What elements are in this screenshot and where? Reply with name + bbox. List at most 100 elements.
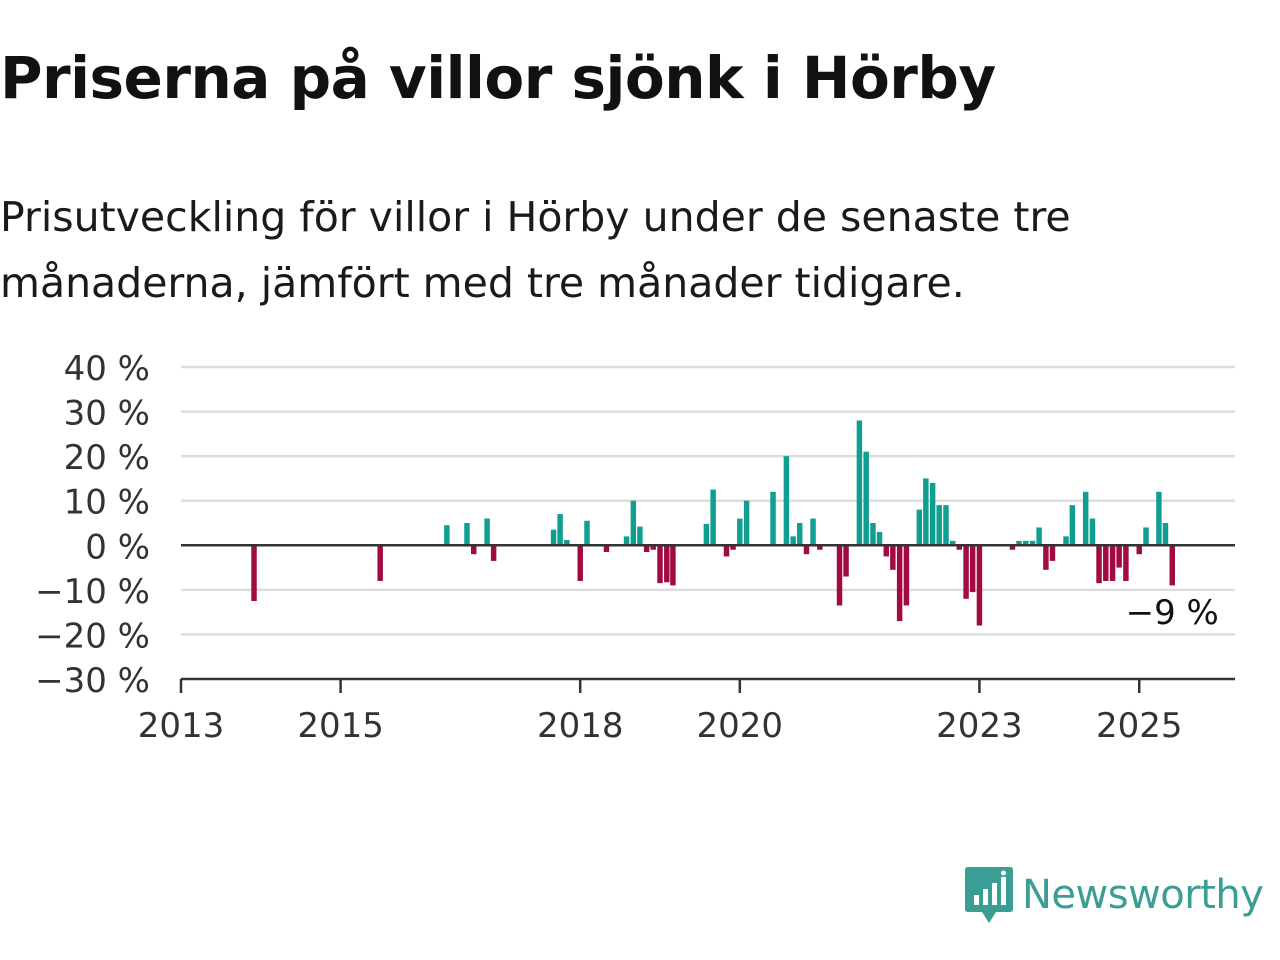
bar [950, 540, 956, 546]
bar [1043, 545, 1049, 570]
bar [1036, 527, 1042, 546]
bar [1143, 527, 1149, 546]
bar [377, 545, 383, 581]
bar [657, 545, 663, 584]
bar [836, 545, 843, 606]
y-tick-label: 40 % [64, 349, 150, 389]
bar [943, 505, 949, 546]
y-tick-label: 0 % [85, 527, 150, 567]
bar [1069, 505, 1076, 546]
bar [471, 545, 477, 555]
bar [464, 523, 470, 546]
bar [623, 536, 630, 546]
bar [863, 451, 869, 546]
bar [670, 545, 676, 586]
bar [723, 545, 730, 557]
bar [1136, 545, 1142, 555]
bars [251, 420, 1175, 626]
bar [1082, 491, 1089, 546]
bar [810, 518, 816, 546]
bar [1116, 545, 1122, 568]
bar [703, 523, 710, 546]
bar [796, 523, 803, 546]
x-tick-label: 2015 [297, 706, 384, 746]
bar [737, 518, 743, 546]
x-axis-ticks: 2013 2015 2018 2020 2023 2025 [138, 679, 1183, 746]
bar [550, 529, 557, 546]
bar [1089, 518, 1096, 546]
bar-chart: 40 %30 %20 %10 %0 %−10 %−20 %−30 % 2013 2… [35, 349, 1235, 746]
bar [1156, 491, 1162, 546]
gridlines [181, 365, 1235, 636]
bar [936, 505, 942, 546]
bar [564, 539, 570, 546]
bar [251, 545, 257, 601]
y-tick-label: 20 % [64, 438, 150, 478]
bar [969, 545, 976, 593]
bar [637, 526, 643, 546]
y-tick-label: −20 % [35, 616, 150, 656]
bar [1103, 545, 1109, 581]
bar [963, 545, 969, 599]
bar [817, 545, 823, 550]
bar [650, 545, 656, 550]
bar [1029, 540, 1036, 546]
bar [1123, 545, 1129, 581]
bar [484, 518, 490, 546]
y-tick-labels: 40 % 30 %20 % 10 %0 % −10 %−20 % −30 % [35, 349, 150, 701]
brand-name: Newsworthy [1022, 872, 1264, 918]
y-tick-label: 10 % [64, 483, 150, 523]
bar [929, 482, 936, 546]
bar [603, 545, 610, 552]
bar [643, 545, 650, 552]
bar [976, 545, 983, 626]
bar [490, 545, 497, 561]
newsworthy-chart-bubble-icon [965, 867, 1013, 923]
bar [444, 525, 450, 546]
x-tick-label: 2020 [697, 706, 784, 746]
bar [916, 509, 923, 546]
x-tick-label: 2023 [936, 706, 1023, 746]
bar [876, 531, 883, 546]
bar [1109, 545, 1116, 581]
y-tick-label: −10 % [35, 572, 150, 612]
bar [730, 545, 736, 550]
bar [577, 545, 583, 581]
bar [664, 545, 670, 583]
bar [1023, 540, 1029, 546]
bar [1096, 545, 1102, 584]
chart-subtitle: Prisutveckling för villor i Hörby under … [0, 193, 1071, 307]
bar [557, 514, 563, 546]
bar [843, 545, 849, 577]
bar [584, 520, 590, 546]
bar [803, 545, 810, 555]
x-tick-label: 2018 [537, 706, 624, 746]
x-tick-label: 2013 [138, 706, 225, 746]
bar [956, 545, 963, 550]
bar [1016, 540, 1022, 546]
bar [896, 545, 903, 622]
bar [743, 500, 750, 546]
bar [790, 536, 796, 546]
bar [630, 500, 637, 546]
bar [770, 491, 776, 546]
bar [870, 523, 876, 546]
bar [1049, 545, 1056, 561]
y-tick-label: −30 % [35, 661, 150, 701]
bar [1162, 523, 1169, 546]
bar [923, 478, 929, 546]
bar [856, 420, 863, 546]
bar [1063, 536, 1069, 546]
bar [783, 456, 790, 546]
bar [890, 545, 896, 570]
chart-title: Priserna på villor sjönk i Hörby [0, 44, 996, 112]
bar [1169, 545, 1175, 586]
bar [710, 489, 716, 546]
bar [903, 545, 910, 606]
newsworthy-logo: Newsworthy [964, 864, 1264, 926]
y-tick-label: 30 % [64, 394, 150, 434]
bar [883, 545, 890, 557]
x-tick-label: 2025 [1096, 706, 1183, 746]
latest-value-label: −9 % [1126, 593, 1219, 633]
bar [1009, 545, 1016, 550]
